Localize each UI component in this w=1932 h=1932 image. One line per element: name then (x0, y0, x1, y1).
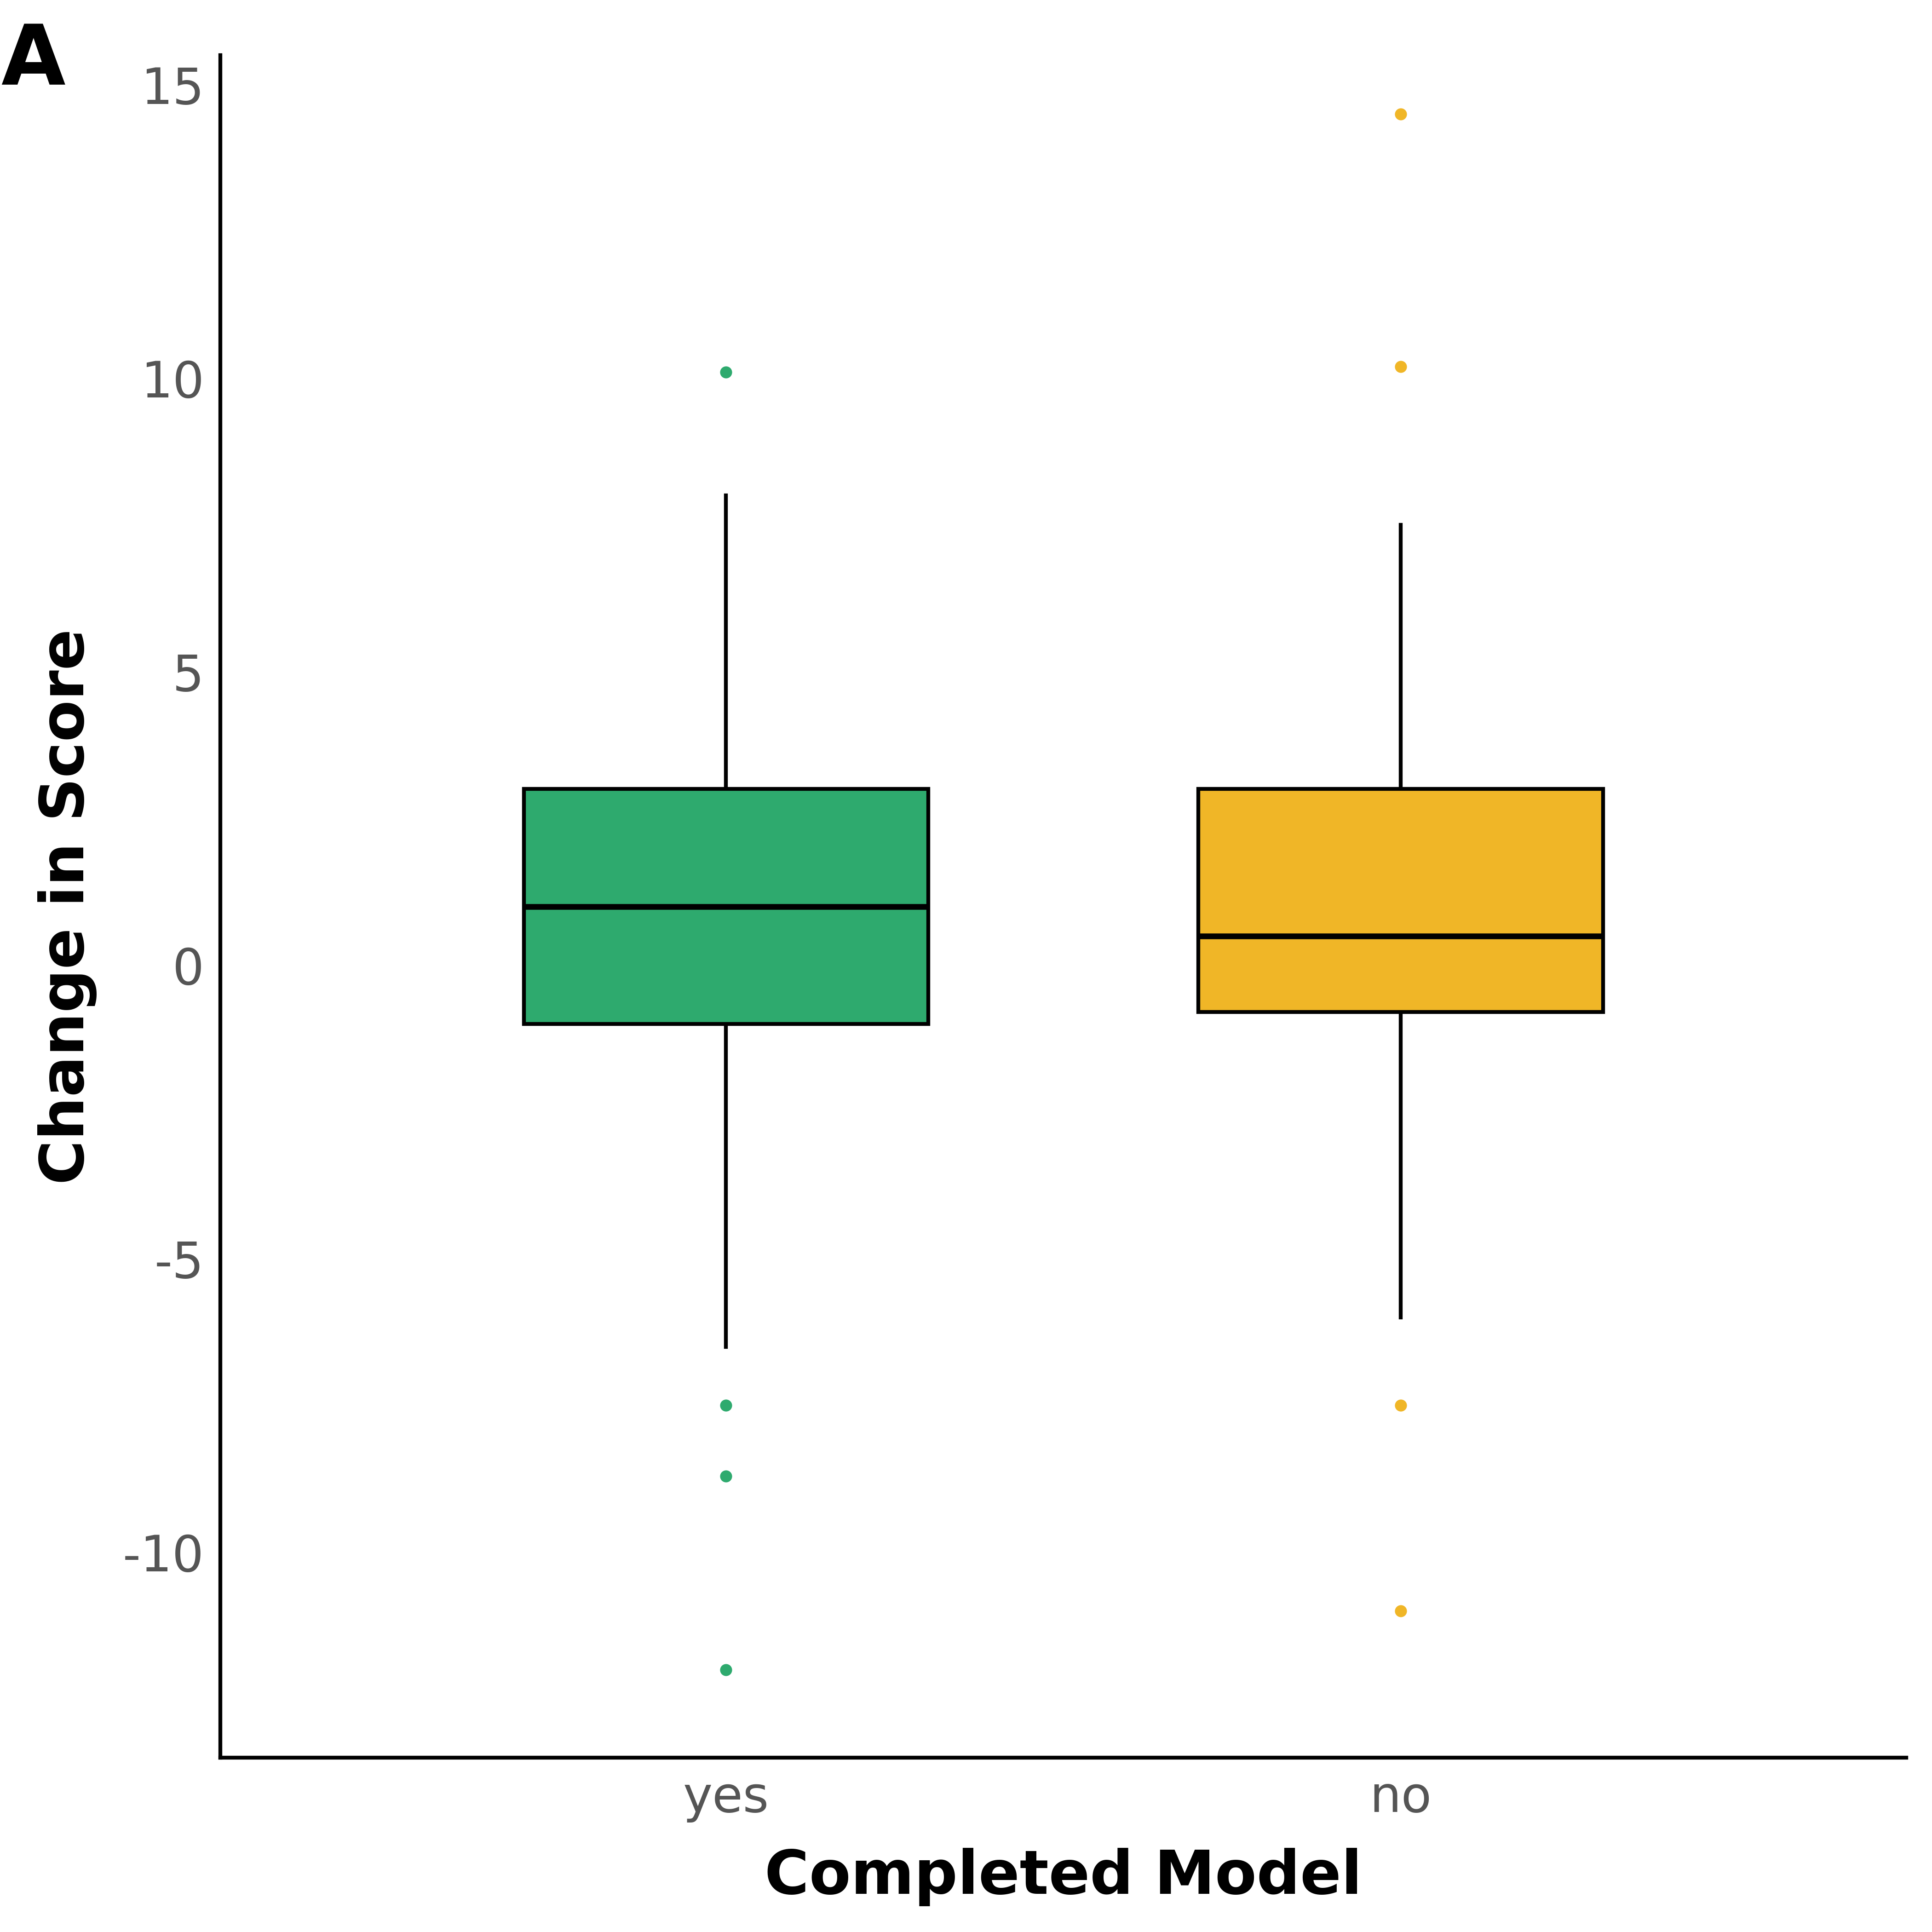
X-axis label: Completed Model: Completed Model (765, 1849, 1362, 1907)
Point (711, 1389, 742, 1420)
Point (711, 1461, 742, 1492)
Text: A: A (2, 21, 66, 102)
FancyBboxPatch shape (524, 788, 929, 1024)
Point (711, 357, 742, 388)
Point (1385, 352, 1416, 383)
Point (1385, 99, 1416, 129)
Point (1385, 1389, 1416, 1420)
FancyBboxPatch shape (1198, 788, 1604, 1012)
Point (1385, 1596, 1416, 1627)
Point (711, 1654, 742, 1685)
Y-axis label: Change in Score: Change in Score (39, 628, 97, 1184)
